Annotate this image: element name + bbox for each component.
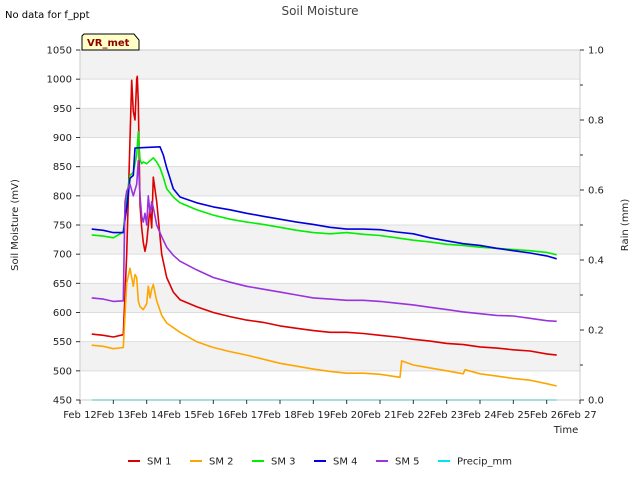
series-line-sm-1 (91, 75, 557, 356)
x-tick-label: Feb 21 (363, 410, 397, 421)
background-band (80, 108, 580, 138)
series-line-sm-5 (91, 160, 557, 323)
x-axis-title: Time (553, 425, 578, 436)
x-tick-label: Feb 27 (563, 410, 597, 421)
x-tick-label: Feb 12 (63, 410, 97, 421)
y2-tick-label: 0.0 (588, 396, 604, 407)
y-tick-label: 1050 (47, 46, 72, 57)
y-axis-title: Soil Moisture (mV) (10, 179, 21, 271)
x-tick-label: Feb 17 (230, 410, 264, 421)
y2-tick-label: 0.2 (588, 326, 604, 337)
y-tick-label: 450 (53, 396, 72, 407)
x-tick-label: Feb 14 (130, 410, 164, 421)
x-tick-label: Feb 24 (463, 410, 497, 421)
y-tick-label: 500 (53, 366, 72, 377)
y2-axis-ticks: 0.0 0.2 0.4 0.6 0.8 1.0 (580, 46, 604, 407)
legend-label: SM 5 (395, 457, 420, 468)
y-tick-label: 600 (53, 308, 72, 319)
y-tick-label: 850 (53, 162, 72, 173)
y2-tick-label: 0.4 (588, 256, 604, 267)
y-tick-label: 950 (53, 104, 72, 115)
legend: SM 1 SM 2 SM 3 SM 4 SM 5 Precip_mm (128, 457, 512, 468)
x-tick-label: Feb 22 (397, 410, 431, 421)
x-tick-label: Feb 15 (163, 410, 197, 421)
x-tick-label: Feb 20 (330, 410, 364, 421)
y-tick-label: 900 (53, 133, 72, 144)
y2-tick-label: 1.0 (588, 46, 604, 57)
background-band (80, 341, 580, 371)
background-band (80, 166, 580, 196)
no-data-note: No data for f_ppt (5, 10, 90, 21)
x-tick-label: Feb 23 (430, 410, 464, 421)
x-tick-label: Feb 16 (197, 410, 231, 421)
series-line-sm-4 (91, 146, 557, 260)
y2-tick-label: 0.6 (588, 186, 604, 197)
vr-met-badge: VR_met (81, 33, 140, 51)
y-axis-ticks: 450 500 550 600 650 700 750 800 850 900 950 1000 105… (47, 46, 80, 407)
legend-label: Precip_mm (457, 457, 512, 468)
x-tick-label: Feb 26 (530, 410, 564, 421)
y-tick-label: 550 (53, 337, 72, 348)
y-tick-label: 1000 (47, 75, 72, 86)
x-axis-ticks: Feb 12 Feb 13 Feb 14 Feb 15 Feb 16 Feb 17 Feb … (63, 400, 597, 421)
y-tick-label: 750 (53, 221, 72, 232)
legend-label: SM 1 (147, 457, 172, 468)
badge-shape (81, 33, 140, 51)
legend-label: SM 2 (209, 457, 234, 468)
background-bands (80, 50, 580, 371)
series-line-sm-2 (91, 267, 557, 387)
legend-label: SM 4 (333, 457, 358, 468)
x-tick-label: Feb 13 (97, 410, 131, 421)
background-band (80, 283, 580, 313)
y-tick-label: 700 (53, 250, 72, 261)
x-tick-label: Feb 25 (497, 410, 531, 421)
badge-label: VR_met (87, 38, 130, 49)
y2-tick-label: 0.8 (588, 116, 604, 127)
y-tick-label: 650 (53, 279, 72, 290)
legend-label: SM 3 (271, 457, 296, 468)
x-tick-label: Feb 18 (263, 410, 297, 421)
series-line-sm-3 (91, 130, 557, 256)
y-tick-label: 800 (53, 191, 72, 202)
y2-axis-title: Rain (mm) (620, 199, 631, 252)
chart-title: Soil Moisture (281, 4, 358, 18)
background-band (80, 50, 580, 80)
x-tick-label: Feb 19 (297, 410, 331, 421)
